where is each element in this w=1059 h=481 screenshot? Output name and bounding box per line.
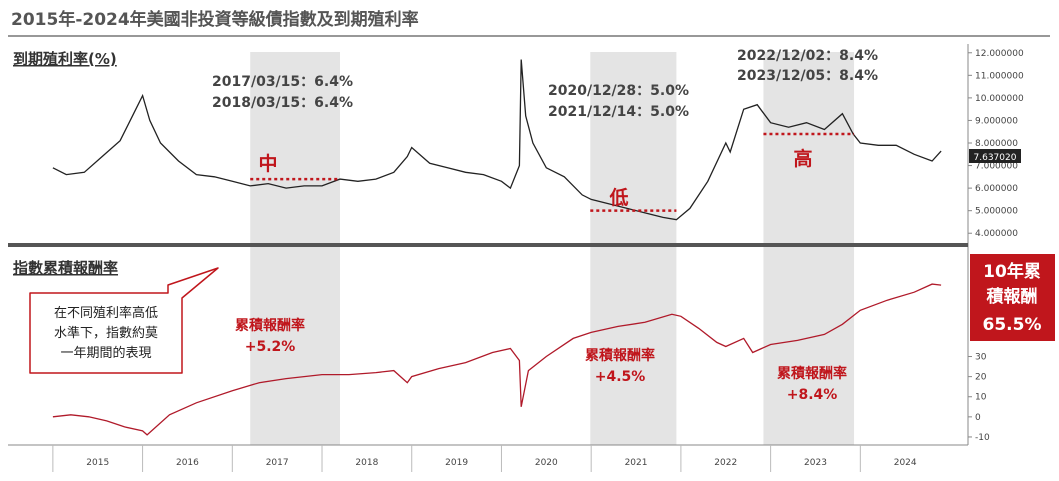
period-return-label-2: 累積報酬率 [585,347,655,364]
level-label-low: 低 [608,186,628,209]
shade-period-2 [590,52,677,445]
callout-box [29,267,219,374]
yield-tick-label: 11.000000 [975,71,1024,81]
period-return-value-2: +4.5% [595,369,646,385]
period-return-value-3: +8.4% [787,387,838,403]
yield-tick-label: 4.000000 [975,229,1018,239]
period-return-value-1: +5.2% [245,339,296,355]
badge-line-2: 積報酬 [987,286,1038,307]
period-annotation-3a: 2022/12/02：8.4% [737,48,878,64]
callout-line-2: 水準下，指數約莫 [54,325,158,341]
last-value-label: 7.637020 [974,153,1017,163]
shade-period-1 [250,52,340,445]
badge-line-1: 10年累 [983,261,1041,282]
year-label: 2015 [86,458,109,468]
badge-line-3: 65.5% [983,315,1042,335]
yield-tick-label: 8.000000 [975,139,1018,149]
callout-line-3: 一年期間的表現 [60,345,151,361]
yield-panel-label: 到期殖利率(%) [13,50,117,68]
year-label: 2023 [804,458,827,468]
chart-title: 2015年-2024年美國非投資等級債指數及到期殖利率 [11,9,419,30]
yield-tick-label: 6.000000 [975,184,1018,194]
period-return-label-1: 累積報酬率 [235,317,305,334]
yield-tick-label: 5.000000 [975,207,1018,217]
year-label: 2016 [176,458,199,468]
year-label: 2017 [266,458,289,468]
return-tick-label: 20 [975,373,987,383]
year-label: 2019 [445,458,468,468]
period-annotation-2a: 2020/12/28：5.0% [548,83,689,99]
yield-tick-label: 9.000000 [975,116,1018,126]
level-label-mid: 中 [258,152,277,175]
return-tick-label: 30 [975,353,987,363]
yield-series-line [52,59,942,221]
level-label-high: 高 [793,147,812,170]
period-annotation-3b: 2023/12/05：8.4% [737,68,878,84]
yield-tick-label: 7.000000 [975,162,1018,172]
badge-background [970,254,1055,341]
callout: 在不同殖利率高低 水準下，指數約莫 一年期間的表現 [29,267,219,374]
last-value-tag: 7.637020 [969,149,1021,163]
return-tick-label: 10 [975,393,987,403]
year-label: 2020 [535,458,558,468]
yield-tick-label: 10.000000 [975,94,1024,104]
return-tick-label: 0 [975,413,981,423]
year-label: 2018 [355,458,378,468]
period-annotation-2b: 2021/12/14：5.0% [548,104,689,120]
period-annotation-1a: 2017/03/15：6.4% [212,74,353,90]
callout-line-1: 在不同殖利率高低 [54,305,158,321]
year-label: 2022 [714,458,737,468]
return-tick-label: -10 [975,433,990,443]
period-annotation-1b: 2018/03/15：6.4% [212,95,353,111]
return-series-line [52,283,942,436]
panel-divider [8,243,968,247]
yield-tick-label: 12.000000 [975,49,1024,59]
return-panel-label: 指數累積報酬率 [13,259,118,277]
year-label: 2024 [894,458,917,468]
total-return-badge: 10年累 積報酬 65.5% [970,254,1055,341]
year-label: 2021 [625,458,648,468]
last-value-bg [969,149,1021,163]
period-return-label-3: 累積報酬率 [777,365,847,382]
